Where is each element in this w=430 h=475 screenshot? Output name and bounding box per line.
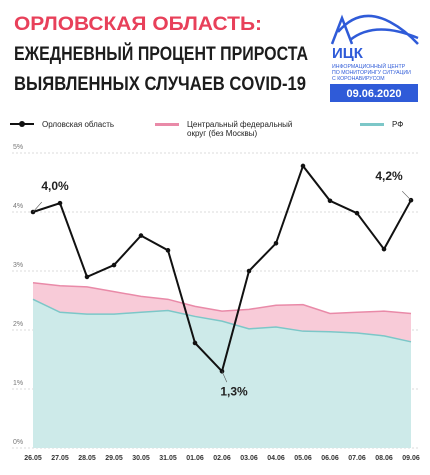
date: 09.06.2020 <box>346 88 401 100</box>
point <box>57 200 63 206</box>
date-box <box>330 84 418 102</box>
logo-text: ПО МОНИТОРИНГУ СИТУАЦИИ <box>332 70 411 76</box>
label-leader <box>221 371 228 383</box>
x-tick-label: 31.05 <box>159 455 177 462</box>
x-tick-label: 29.05 <box>105 455 123 462</box>
legend-label: Орловская область <box>42 120 115 129</box>
y-tick-label: 1% <box>13 380 23 387</box>
legend-item: Орловская область <box>10 120 140 129</box>
x-tick-label: 02.06 <box>213 455 231 462</box>
point <box>273 240 279 246</box>
point <box>300 163 306 169</box>
logo-text: ИНФОРМАЦИОННЫЙ ЦЕНТР <box>332 62 406 70</box>
legend-swatch <box>10 121 34 127</box>
logo-text: С КОРОНАВИРУСОМ <box>332 76 385 82</box>
x-tick-label: 03.06 <box>240 455 258 462</box>
point <box>192 340 198 346</box>
legend-swatch <box>360 123 384 126</box>
point <box>327 198 333 204</box>
x-tick-label: 05.06 <box>294 455 312 462</box>
point <box>246 268 252 274</box>
point <box>138 233 144 238</box>
x-tick-label: 28.05 <box>78 455 96 462</box>
y-tick-label: 0% <box>13 439 23 446</box>
point <box>84 274 90 280</box>
y-tick-label: 2% <box>13 321 23 328</box>
y-tick-label: 3% <box>13 262 23 269</box>
legend-label: Центральный федеральный округ (без Москв… <box>187 120 293 138</box>
point <box>165 248 171 253</box>
label-leader <box>32 201 43 213</box>
logo-graphic <box>330 14 419 45</box>
point <box>111 262 117 268</box>
x-tick-label: 27.05 <box>51 455 69 462</box>
x-tick-label: 06.06 <box>321 455 339 462</box>
x-tick-label: 09.06 <box>402 455 420 462</box>
label-leader <box>401 190 412 201</box>
legend-item: РФ <box>360 120 420 129</box>
area-line <box>32 298 412 343</box>
legend-item: Центральный федеральный округ (без Москв… <box>155 120 305 138</box>
chart-title: ВЫЯВЛЕННЫХ СЛУЧАЕВ COVID-19 <box>14 74 306 95</box>
x-tick-label: 30.05 <box>132 455 150 462</box>
value-label: 4,2% <box>375 169 403 183</box>
chart-title: ЕЖЕДНЕВНЫЙ ПРОЦЕНТ ПРИРОСТА <box>14 43 308 65</box>
value-label: 4,0% <box>41 179 69 193</box>
value-label: 1,3% <box>220 384 248 398</box>
chart-title: ОРЛОВСКАЯ ОБЛАСТЬ: <box>14 14 262 35</box>
x-tick-label: 04.06 <box>267 455 285 462</box>
legend-swatch <box>155 123 179 126</box>
x-tick-label: 08.06 <box>375 455 393 462</box>
point <box>381 246 387 252</box>
area-line <box>32 282 412 315</box>
x-tick-label: 07.06 <box>348 455 366 462</box>
point <box>354 210 360 216</box>
x-tick-label: 26.05 <box>24 455 42 462</box>
y-tick-label: 4% <box>13 203 23 210</box>
area <box>33 299 411 448</box>
y-tick-label: 5% <box>13 144 23 151</box>
x-tick-label: 01.06 <box>186 455 204 462</box>
legend-label: РФ <box>392 120 404 129</box>
logo: ИЦК <box>332 45 364 62</box>
